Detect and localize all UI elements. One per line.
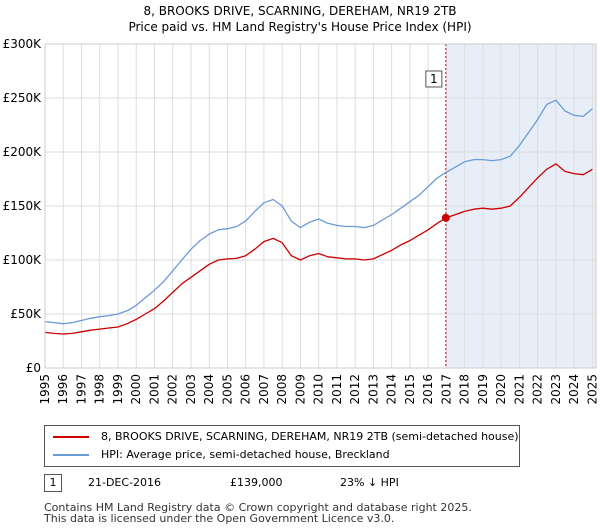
marker-box [425,70,443,88]
annotation-number: 1 [44,474,62,492]
legend-swatch-hpi [53,454,89,456]
x-tick-label: 2007 [257,374,271,405]
y-tick-label: £200K [3,145,43,159]
x-tick-label: 2017 [439,374,453,405]
y-tick-label: £150K [3,199,43,213]
footer: Contains HM Land Registry data © Crown c… [44,502,472,524]
x-tick-label: 2011 [330,374,344,405]
x-tick-label: 2002 [166,374,180,405]
x-tick-label: 2005 [220,374,234,405]
footer-line-2: This data is licensed under the Open Gov… [44,512,395,525]
x-tick-label: 2010 [312,374,326,405]
x-tick-label: 2004 [202,374,216,405]
x-tick-label: 1998 [93,374,107,405]
property-price-line [44,163,593,335]
x-tick-label: 1995 [38,374,52,405]
x-tick-label: 2022 [531,374,545,405]
x-tick-label: 2018 [458,374,472,405]
annotation-date: 21-DEC-2016 [88,476,162,489]
x-tick-label: 2001 [147,374,161,405]
plot-border [44,43,597,369]
legend-label-property: 8, BROOKS DRIVE, SCARNING, DEREHAM, NR19… [101,430,519,443]
legend-label-hpi: HPI: Average price, semi-detached house,… [101,448,390,461]
x-tick-label: 2000 [129,374,143,405]
x-tick-label: 2024 [567,374,581,405]
x-tick-label: 2020 [494,374,508,405]
hpi-line [44,99,593,325]
annotation-row: 1 21-DEC-2016 £139,000 23% ↓ HPI [0,474,600,492]
x-tick-label: 2013 [366,374,380,405]
chart-subtitle: Price paid vs. HM Land Registry's House … [128,20,472,34]
sale-point [441,213,450,222]
y-tick-label: £50K [10,307,42,321]
legend-swatch-property [53,436,89,438]
price-chart: £0 £50K £100K £150K £200K £250K £300K 1995 1996 1… [3,37,600,405]
x-tick-label: 2019 [476,374,490,405]
x-tick-label: 2009 [293,374,307,405]
annotation-price: £139,000 [230,476,283,489]
x-tick-label: 2014 [385,374,399,405]
x-tick-label: 2016 [421,374,435,405]
marker-label: 1 [430,72,438,86]
legend: 8, BROOKS DRIVE, SCARNING, DEREHAM, NR19… [44,425,520,467]
x-tick-label: 2008 [275,374,289,405]
legend-item-hpi: HPI: Average price, semi-detached house,… [45,446,519,464]
footer-line-1: Contains HM Land Registry data © Crown c… [44,501,472,514]
x-tick-label: 2006 [239,374,253,405]
legend-item-property: 8, BROOKS DRIVE, SCARNING, DEREHAM, NR19… [45,428,519,446]
y-tick-label: £250K [3,91,43,105]
y-tick-label: £0 [26,361,41,375]
x-tick-label: 2015 [403,374,417,405]
x-tick-label: 2023 [549,374,563,405]
y-tick-label: £300K [3,37,43,51]
x-tick-label: 2003 [184,374,198,405]
x-tick-label: 2012 [348,374,362,405]
annotation-hpi-delta: 23% ↓ HPI [340,476,399,489]
x-tick-label: 1999 [111,374,125,405]
chart-title: 8, BROOKS DRIVE, SCARNING, DEREHAM, NR19… [143,4,457,18]
x-tick-label: 1996 [56,374,70,405]
x-tick-label: 2025 [585,374,599,405]
x-tick-label: 1997 [74,374,88,405]
y-tick-label: £100K [3,253,43,267]
x-tick-label: 2021 [512,374,526,405]
